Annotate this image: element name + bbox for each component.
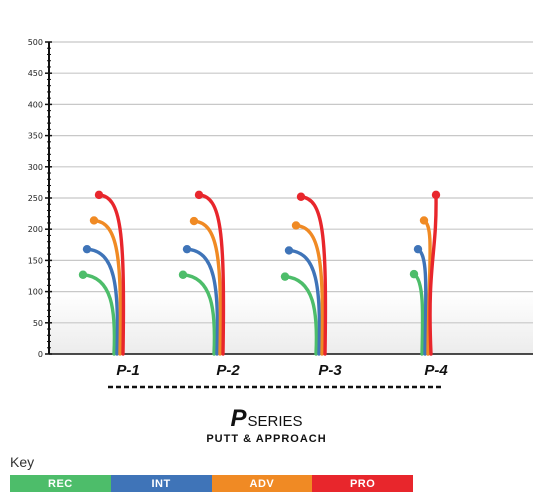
key-item-int: INT <box>110 475 212 492</box>
y-tick-label: 300 <box>28 163 43 172</box>
brand-logo: P <box>230 405 246 432</box>
curve-p1-adv <box>92 218 123 356</box>
curve-start-p1-int <box>82 244 92 254</box>
flight-curves <box>78 190 441 356</box>
y-tick-label: 200 <box>28 225 43 234</box>
curve-start-p4-rec <box>409 269 419 279</box>
curve-start-p1-rec <box>78 270 88 279</box>
y-tick-label: 400 <box>28 100 43 109</box>
flight-chart: 0 50 100 150 200 250 300 350 400 450 500 P-1 P-2 P-3… <box>28 38 533 389</box>
curve-p2-int <box>185 247 220 356</box>
y-tick-label: 500 <box>28 38 43 47</box>
curve-start-p3-adv <box>291 221 301 230</box>
disc-label-p2: P-2 <box>216 362 240 379</box>
curve-p1-rec <box>81 273 117 356</box>
curve-start-p3-pro <box>296 192 306 201</box>
curve-p1-int <box>85 247 120 356</box>
curve-start-p4-pro <box>431 190 441 200</box>
disc-labels: P-1 P-2 P-3 P-4 <box>116 362 448 379</box>
y-tick-label: 450 <box>28 69 43 78</box>
curve-start-p1-adv <box>89 216 99 225</box>
y-tick-label: 0 <box>38 350 43 359</box>
key-item-adv: ADV <box>211 475 313 492</box>
key-item-rec: REC <box>10 475 111 492</box>
y-tick-label: 50 <box>33 319 43 328</box>
disc-label-p3: P-3 <box>318 362 342 379</box>
curve-start-p3-rec <box>280 272 290 281</box>
series-title: P SERIES <box>0 405 533 433</box>
y-tick-label: 350 <box>28 132 43 141</box>
curve-start-p2-pro <box>194 190 204 200</box>
y-axis: 0 50 100 150 200 250 300 350 400 450 500 <box>28 38 533 359</box>
curve-start-p2-rec <box>178 270 188 279</box>
curve-start-p2-int <box>182 244 192 254</box>
y-tick-label: 250 <box>28 194 43 203</box>
series-subtitle: PUTT & APPROACH <box>206 433 327 445</box>
curve-p4-pro <box>428 193 438 356</box>
curve-p3-rec <box>283 274 319 356</box>
curve-p2-rec <box>181 273 217 356</box>
grid-lines <box>49 41 533 324</box>
key-title: Key <box>10 454 35 470</box>
curve-p3-int <box>287 248 322 356</box>
curve-p3-pro <box>299 195 328 356</box>
series-word: SERIES <box>247 413 303 430</box>
key-bar: REC INT ADV PRO <box>10 475 413 492</box>
curve-start-p2-adv <box>189 216 199 226</box>
y-tick-label: 100 <box>28 288 43 297</box>
disc-label-p1: P-1 <box>116 362 139 379</box>
curve-start-p1-pro <box>94 190 104 200</box>
curve-p3-adv <box>294 223 325 356</box>
disc-label-p4: P-4 <box>424 362 448 379</box>
curve-p2-adv <box>192 219 223 356</box>
curve-start-p4-int <box>413 244 423 254</box>
curve-start-p3-int <box>284 246 294 255</box>
curve-start-p4-adv <box>419 216 429 225</box>
key-item-pro: PRO <box>312 475 413 492</box>
curve-p2-pro <box>197 193 226 356</box>
y-tick-label: 150 <box>28 256 43 265</box>
curve-p1-pro <box>97 193 126 356</box>
